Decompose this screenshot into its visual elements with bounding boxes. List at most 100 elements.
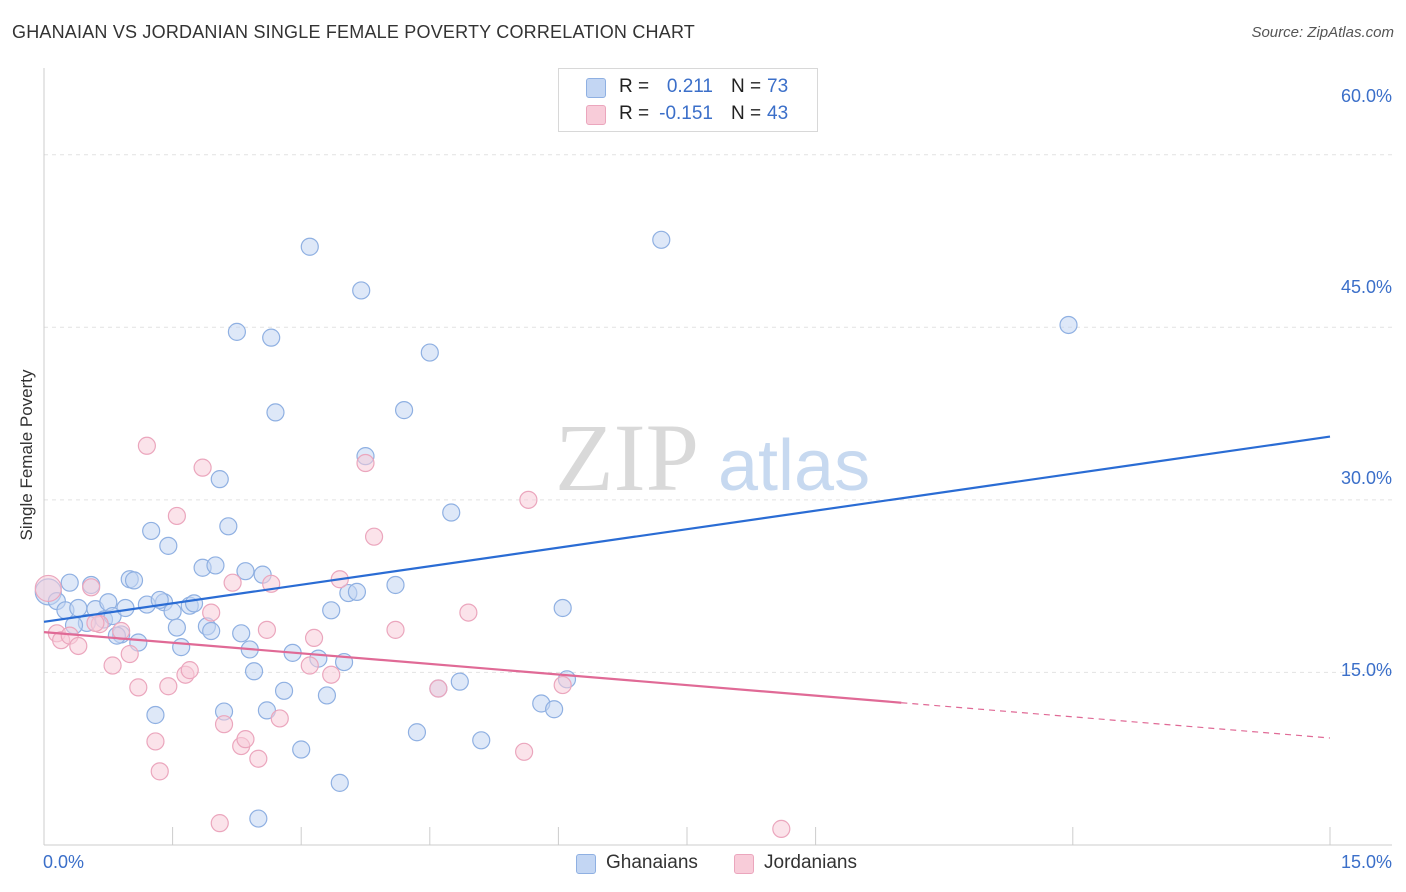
n-value-ghanaians: 73 (767, 76, 789, 97)
stats-legend: R = 0.211 N = 73 R = -0.151 N = 43 (558, 68, 818, 132)
blue-swatch (576, 854, 596, 874)
grid-lines (44, 154, 1392, 673)
ghanaian-point (352, 281, 371, 300)
ghanaian-point (472, 731, 491, 750)
x-tick-max: 15.0% (1340, 852, 1392, 872)
ghanaian-point (244, 662, 264, 681)
jordanian-point (146, 732, 165, 751)
y-axis-label: Single Female Poverty (17, 369, 36, 541)
legend-row-jordanians: R = -0.151 N = 43 (559, 102, 817, 128)
ghanaian-point (553, 598, 572, 618)
ghanaian-point (407, 723, 427, 742)
ghanaian-point (262, 328, 281, 347)
jordanian-point (386, 620, 405, 639)
jordanian-trend-extension (901, 702, 1331, 739)
jordanian-point (429, 679, 448, 698)
jordanian-point (34, 574, 62, 603)
ghanaian-point (124, 571, 144, 590)
ghanaian-point (142, 521, 161, 541)
jordanian-point (82, 578, 101, 597)
ghanaian-point (317, 686, 337, 705)
r-label: R = (619, 76, 650, 97)
jordanian-point (214, 715, 234, 734)
n-value-jordanians: 43 (767, 103, 789, 124)
legend-jordanians-label: Jordanians (764, 852, 857, 873)
ghanaian-point (347, 582, 367, 601)
ghanaian-point (450, 672, 469, 691)
ghanaian-point (266, 403, 285, 422)
ghanaian-point (69, 598, 88, 618)
jordanian-point (202, 603, 221, 622)
ghanaian-points (34, 230, 1078, 828)
ghanaian-point (206, 556, 225, 575)
jordanian-point (515, 742, 534, 761)
jordanian-point (772, 819, 791, 838)
y-tick-45: 45.0% (1340, 277, 1392, 297)
jordanian-point (300, 656, 319, 675)
jordanian-point (553, 675, 572, 695)
jordanian-point (236, 730, 255, 749)
ghanaian-point (146, 705, 165, 725)
x-tick-min: 0.0% (43, 852, 85, 872)
jordanian-point (69, 636, 88, 656)
legend-ghanaians-label: Ghanaians (606, 852, 698, 873)
pink-swatch (586, 105, 606, 125)
n-label: N = (731, 103, 762, 124)
jordanian-point (249, 749, 268, 768)
jordanian-point (103, 656, 122, 675)
watermark-atlas: atlas (718, 426, 870, 506)
chart-title: GHANAIAN VS JORDANIAN SINGLE FEMALE POVE… (12, 22, 696, 42)
r-value-ghanaians: 0.211 (666, 76, 713, 97)
blue-swatch (586, 78, 606, 98)
ghanaian-point (257, 701, 277, 720)
ghanaian-point (322, 601, 341, 620)
jordanian-point (129, 678, 148, 697)
trend-lines (43, 435, 1331, 739)
ghanaian-point (652, 230, 671, 249)
jordanian-point (270, 709, 289, 728)
jordanian-point (364, 527, 384, 546)
jordanian-point (257, 620, 277, 639)
ghanaian-point (394, 401, 414, 420)
jordanian-point (304, 628, 324, 648)
jordanian-point (210, 814, 229, 833)
jordanian-point (519, 490, 538, 509)
ghanaian-point (159, 536, 178, 555)
ghanaian-point (274, 681, 294, 700)
watermark-zip: ZIP (555, 404, 699, 511)
axes (43, 68, 1392, 846)
ghanaian-point (60, 573, 79, 592)
r-label: R = (619, 103, 650, 124)
jordanian-points (34, 436, 791, 838)
ghanaian-point (386, 575, 405, 595)
ghanaian-point (116, 598, 135, 618)
ghanaian-point (232, 624, 251, 643)
source-label: Source: ZipAtlas.com (1251, 24, 1394, 41)
ghanaian-point (172, 638, 191, 657)
ghanaian-point (292, 740, 311, 759)
ghanaian-point (1059, 315, 1078, 335)
n-label: N = (731, 76, 762, 97)
ghanaian-point (219, 517, 238, 536)
ghanaian-point (545, 700, 564, 719)
ghanaian-point (330, 773, 349, 792)
jordanian-trend-line (43, 631, 902, 704)
r-value-jordanians: -0.151 (659, 103, 713, 124)
jordanian-point (180, 661, 199, 680)
y-tick-15: 15.0% (1340, 660, 1392, 680)
ghanaian-point (167, 618, 186, 637)
jordanian-point (86, 613, 105, 633)
jordanian-point (223, 573, 242, 592)
ghanaian-point (249, 809, 268, 828)
ghanaian-point (202, 621, 221, 641)
jordanian-point (159, 677, 178, 696)
ghanaian-point (210, 470, 229, 489)
jordanian-point (167, 506, 186, 526)
jordanian-point (459, 603, 478, 622)
jordanian-point (150, 762, 169, 781)
ghanaian-point (236, 562, 255, 581)
jordanian-point (193, 458, 212, 477)
ghanaian-point (300, 237, 319, 256)
ghanaian-trend-line (43, 435, 1331, 623)
